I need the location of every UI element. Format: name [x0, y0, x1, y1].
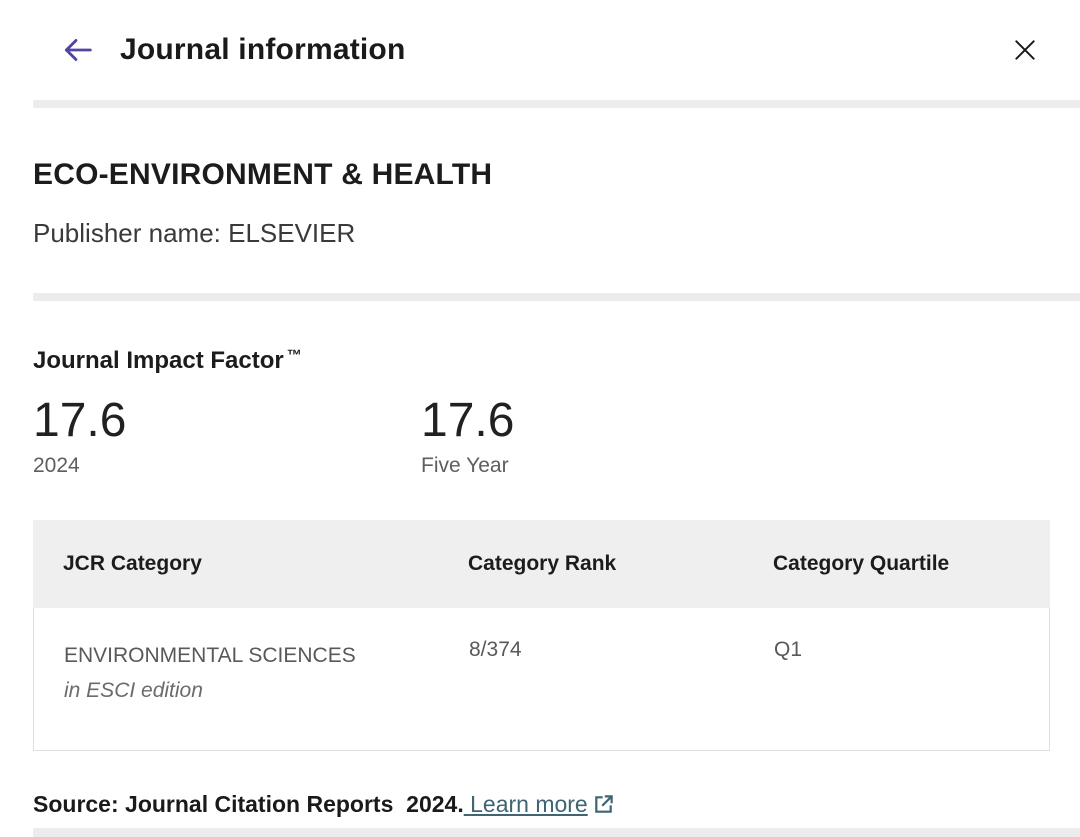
jcr-category-table: JCR Category Category Rank Category Quar…	[33, 519, 1050, 751]
learn-more-link[interactable]: Learn more	[463, 790, 588, 817]
impact-factor-heading: Journal Impact Factor ™	[33, 347, 1080, 375]
jif-five-year-label: Five Year	[421, 453, 509, 477]
source-text: Source: Journal Citation Reports 2024.	[33, 790, 464, 817]
table-header-row: JCR Category Category Rank Category Quar…	[33, 519, 1050, 608]
cell-jcr-category: ENVIRONMENTAL SCIENCES in ESCI edition	[34, 638, 439, 708]
divider-top	[33, 100, 1080, 108]
external-link-icon[interactable]	[592, 793, 615, 816]
trademark-symbol: ™	[286, 347, 302, 364]
divider-middle	[33, 293, 1080, 301]
jif-year-label: 2024	[33, 453, 80, 477]
back-button[interactable]	[60, 32, 96, 68]
journal-name: ECO-ENVIRONMENT & HEALTH	[33, 158, 493, 191]
column-header-jcr-category: JCR Category	[63, 551, 202, 575]
jif-five-year-value: 17.6	[421, 394, 515, 447]
page-title: Journal information	[120, 33, 406, 66]
impact-factor-metrics: 17.6 2024 17.6 Five Year	[33, 394, 1080, 478]
panel-header: Journal information	[0, 0, 1080, 100]
cell-category-quartile: Q1	[774, 637, 803, 661]
impact-factor-title: Journal Impact Factor	[33, 347, 284, 374]
column-header-category-rank: Category Rank	[468, 551, 617, 575]
category-name: ENVIRONMENTAL SCIENCES	[64, 643, 356, 667]
close-icon	[1012, 37, 1038, 63]
metric-current-year: 17.6 2024	[33, 394, 421, 478]
metric-five-year: 17.6 Five Year	[421, 394, 809, 478]
jif-value: 17.6	[33, 394, 127, 447]
close-button[interactable]	[1008, 33, 1042, 67]
column-header-category-quartile: Category Quartile	[773, 551, 950, 575]
table-row: ENVIRONMENTAL SCIENCES in ESCI edition 8…	[33, 607, 1050, 751]
arrow-left-icon	[61, 35, 95, 65]
publisher-name: Publisher name: ELSEVIER	[33, 218, 356, 248]
divider-bottom	[33, 828, 1080, 837]
cell-category-rank: 8/374	[469, 637, 522, 661]
category-edition: in ESCI edition	[64, 678, 203, 702]
panel-content: ECO-ENVIRONMENT & HEALTH Publisher name:…	[0, 158, 1080, 293]
source-line: Source: Journal Citation Reports 2024. L…	[33, 791, 1080, 818]
